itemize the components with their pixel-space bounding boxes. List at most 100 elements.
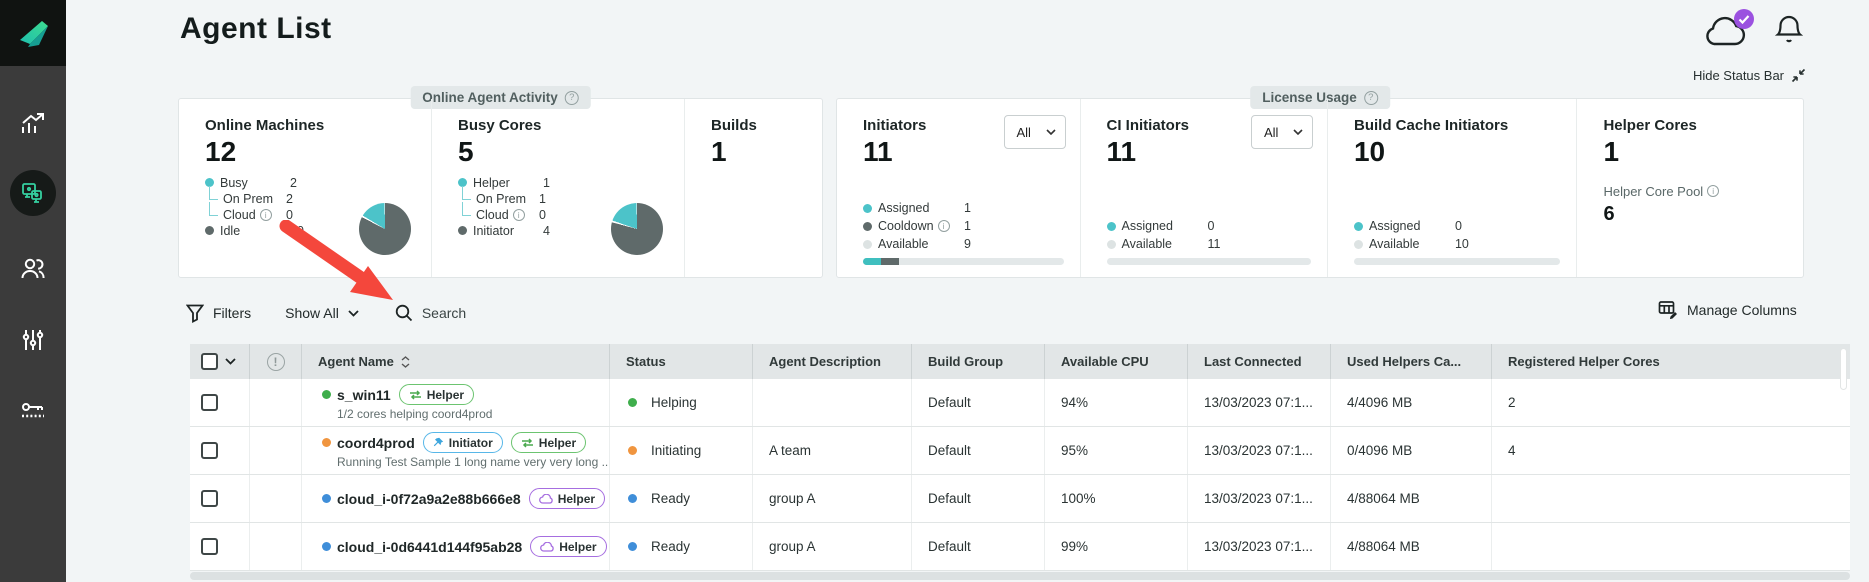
table-row[interactable]: cloud_i-0d6441d144f95ab28 Helper Ready g…: [190, 523, 1850, 571]
last-connected-cell: 13/03/2023 07:1...: [1188, 523, 1331, 570]
status-label: Ready: [651, 539, 690, 554]
vertical-scrollbar[interactable]: [1840, 348, 1847, 390]
row-checkbox[interactable]: [201, 538, 218, 555]
used-helpers-cell: 4/4096 MB: [1331, 379, 1492, 426]
ci-initiators-usage-bar: [1107, 258, 1311, 265]
column-header-registered-helper-cores[interactable]: Registered Helper Cores: [1492, 344, 1850, 379]
section-title: Builds: [711, 117, 822, 134]
section-title: Busy Cores: [458, 117, 684, 134]
column-header-agent-name[interactable]: Agent Name: [302, 344, 610, 379]
cloud-helper-badge: Helper: [529, 488, 605, 509]
builds-section: Builds 1: [684, 99, 822, 277]
initiator-badge: Initiator: [423, 432, 503, 453]
agent-description-cell: [753, 379, 912, 426]
sidebar-item-license[interactable]: [0, 387, 66, 435]
info-icon[interactable]: [513, 209, 525, 221]
sidebar-item-users[interactable]: [0, 244, 66, 292]
select-all-checkbox[interactable]: [201, 353, 218, 370]
legend-row: On Prem1: [458, 191, 684, 207]
ci-initiators-filter-dropdown[interactable]: All: [1251, 115, 1313, 149]
section-title: Helper Cores: [1603, 117, 1803, 134]
select-options-chevron-icon[interactable]: [225, 358, 236, 365]
agent-name: cloud_i-0d6441d144f95ab28: [337, 539, 522, 555]
search-input[interactable]: [422, 305, 562, 321]
registered-cores-cell: [1492, 475, 1850, 522]
license-key-icon: [20, 401, 46, 421]
table-header-row: Agent Name Status Agent Description Buil…: [190, 344, 1850, 379]
section-value: 1: [1603, 137, 1803, 168]
agent-name: s_win11: [337, 387, 391, 403]
column-header-available-cpu[interactable]: Available CPU: [1045, 344, 1188, 379]
legend-row: Busy2: [205, 175, 431, 191]
online-agent-activity-panel: Online Agent Activity Online Machines 12…: [178, 98, 823, 278]
legend-row: Assigned0: [1354, 217, 1562, 235]
logo-icon: [15, 18, 51, 48]
column-header-last-connected[interactable]: Last Connected: [1188, 344, 1331, 379]
agent-description-cell: group A: [753, 523, 912, 570]
show-all-dropdown[interactable]: Show All: [285, 305, 359, 321]
sidebar-item-agents[interactable]: [0, 169, 66, 217]
search-box[interactable]: [395, 304, 562, 322]
sidebar-item-analytics[interactable]: [0, 99, 66, 147]
row-checkbox[interactable]: [201, 394, 218, 411]
agent-state-dot: [322, 542, 331, 551]
app-logo[interactable]: [0, 0, 66, 66]
used-helpers-cell: 4/88064 MB: [1331, 523, 1492, 570]
cloud-helper-badge: Helper: [530, 536, 606, 557]
row-checkbox[interactable]: [201, 490, 218, 507]
column-header-used-helpers[interactable]: Used Helpers Ca...: [1331, 344, 1492, 379]
filters-button[interactable]: Filters: [186, 304, 251, 323]
last-connected-cell: 13/03/2023 07:1...: [1188, 427, 1331, 474]
hide-status-bar-button[interactable]: Hide Status Bar: [1693, 68, 1806, 83]
legend-row: Assigned0: [1107, 217, 1313, 235]
row-checkbox[interactable]: [201, 442, 218, 459]
registered-cores-cell: [1492, 523, 1850, 570]
chevron-down-icon: [1293, 129, 1303, 135]
tree-branch: [462, 186, 471, 200]
sidebar-item-settings[interactable]: [0, 316, 66, 364]
agent-name: cloud_i-0f72a9a2e88b666e8: [337, 491, 521, 507]
agent-state-dot: [322, 438, 331, 447]
manage-columns-button[interactable]: Manage Columns: [1658, 300, 1797, 319]
available-cpu-cell: 94%: [1045, 379, 1188, 426]
initiators-filter-dropdown[interactable]: All: [1004, 115, 1066, 149]
manage-columns-icon: [1658, 300, 1678, 319]
available-cpu-cell: 100%: [1045, 475, 1188, 522]
table-row[interactable]: coord4prod Initiator Helper Running Test…: [190, 427, 1850, 475]
column-header-build-group[interactable]: Build Group: [912, 344, 1045, 379]
notifications-button[interactable]: [1775, 14, 1803, 46]
registered-cores-cell: 2: [1492, 379, 1850, 426]
table-row[interactable]: cloud_i-0f72a9a2e88b666e8 Helper Ready g…: [190, 475, 1850, 523]
build-cache-usage-bar: [1354, 258, 1560, 265]
info-icon[interactable]: [1707, 185, 1719, 197]
column-header-status[interactable]: Status: [610, 344, 753, 379]
tree-branch: [462, 202, 471, 216]
agent-state-dot: [322, 390, 331, 399]
info-icon[interactable]: [260, 209, 272, 221]
last-connected-cell: 13/03/2023 07:1...: [1188, 379, 1331, 426]
info-icon[interactable]: [938, 220, 950, 232]
analytics-icon: [20, 111, 46, 135]
active-indicator: [10, 170, 56, 216]
sidebar: [0, 0, 66, 582]
table-row[interactable]: s_win11 Helper 1/2 cores helping coord4p…: [190, 379, 1850, 427]
legend-row: Cooldown1: [863, 217, 1066, 235]
agents-icon: [21, 182, 45, 204]
sort-icon[interactable]: [401, 356, 410, 368]
legend-row: Helper1: [458, 175, 684, 191]
agent-name: coord4prod: [337, 435, 415, 451]
section-value: 1: [711, 137, 822, 168]
registered-cores-cell: 4: [1492, 427, 1850, 474]
helper-badge: Helper: [399, 384, 474, 405]
last-connected-cell: 13/03/2023 07:1...: [1188, 475, 1331, 522]
agent-subtitle: Running Test Sample 1 long name very ver…: [337, 455, 610, 469]
column-header-agent-description[interactable]: Agent Description: [753, 344, 912, 379]
build-group-cell: Default: [912, 523, 1045, 570]
horizontal-scrollbar[interactable]: [190, 572, 1850, 580]
legend-row: Available10: [1354, 235, 1562, 253]
license-usage-panel: License Usage Initiators 11 All Assigned…: [836, 98, 1804, 278]
section-title: Build Cache Initiators: [1354, 117, 1576, 134]
status-label: Ready: [651, 491, 690, 506]
cloud-status-button[interactable]: [1701, 14, 1751, 50]
bell-icon: [1775, 14, 1803, 46]
